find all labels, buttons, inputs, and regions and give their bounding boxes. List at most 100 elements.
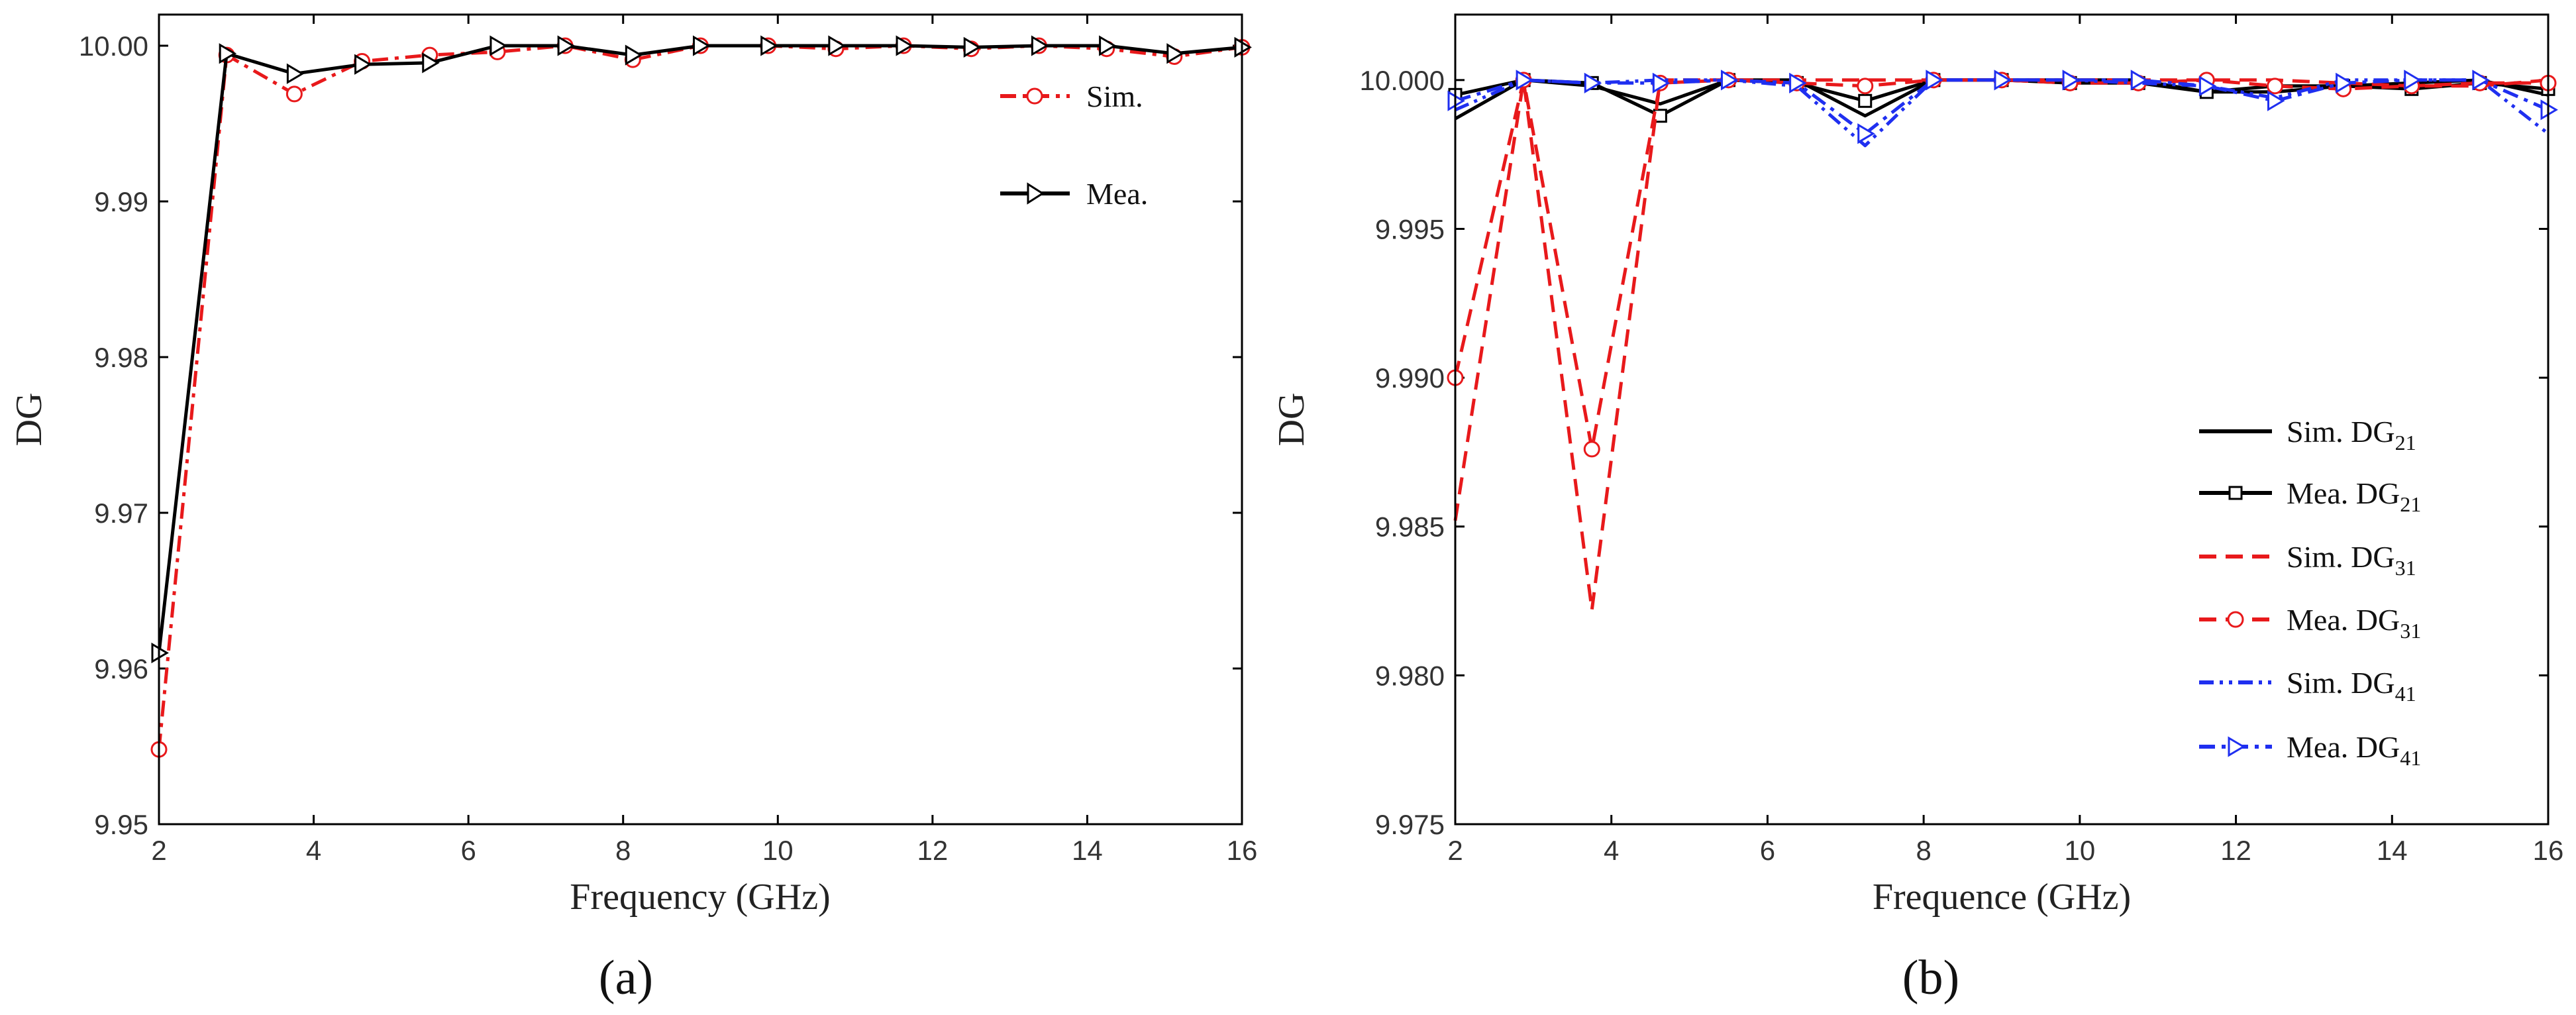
data-point xyxy=(760,35,778,56)
x-tick-label: 8 xyxy=(615,835,631,866)
x-tick-label: 10 xyxy=(2064,835,2095,866)
legend-entry: Sim. DG41 xyxy=(2199,666,2416,706)
y-tick-label: 9.980 xyxy=(1375,660,1445,691)
legend-label-sub: 41 xyxy=(2400,746,2421,770)
legend-label-mea: Mea. xyxy=(1086,177,1148,211)
data-point xyxy=(219,43,237,64)
data-point xyxy=(625,44,643,66)
data-point xyxy=(2472,70,2490,91)
x-tick-label: 8 xyxy=(1916,835,1931,866)
panel-b: 2 4 6 8 10 12 14 16 9.975 9.980 9.985 9.990 9.995 10.… xyxy=(1271,13,2564,1005)
data-point xyxy=(489,35,507,56)
data-point xyxy=(1789,72,1807,93)
data-point xyxy=(557,35,576,56)
legend-entry: Sim. DG31 xyxy=(2199,540,2416,580)
series-line xyxy=(1455,78,2550,136)
legend-label: Mea. DG41 xyxy=(2287,730,2421,770)
data-point xyxy=(2267,78,2283,95)
data-point xyxy=(1583,441,1600,458)
legend-a: Sim. Mea. xyxy=(1000,80,1148,211)
x-tick-label: 6 xyxy=(1760,835,1775,866)
legend-label-sub: 31 xyxy=(2400,619,2421,643)
legend-label-sub: 21 xyxy=(2400,492,2421,516)
x-tick-label: 16 xyxy=(2533,835,2564,866)
x-tick-label: 12 xyxy=(2220,835,2251,866)
legend-entry-sim: Sim. xyxy=(1000,80,1143,113)
axes-frame-a xyxy=(158,13,1243,826)
data-point xyxy=(2336,72,2353,93)
legend-entry: Mea. DG31 xyxy=(2199,603,2421,643)
data-point xyxy=(828,35,846,56)
data-point xyxy=(693,35,711,56)
x-tick-label: 16 xyxy=(1227,835,1258,866)
series-a-1 xyxy=(151,35,1252,664)
legend-label-sub: 41 xyxy=(2395,682,2416,706)
data-point xyxy=(2404,70,2422,91)
legend-label: Mea. DG21 xyxy=(2287,476,2421,516)
series-line xyxy=(1454,78,2550,148)
y-tick-label: 10.000 xyxy=(1360,65,1445,96)
data-point xyxy=(1584,72,1602,93)
y-tick-label: 9.995 xyxy=(1375,213,1445,244)
data-point xyxy=(286,63,305,84)
series-line xyxy=(157,44,1243,653)
series-b-4 xyxy=(1454,78,2550,148)
y-tick-label: 9.96 xyxy=(94,653,148,684)
legend-marker xyxy=(2227,611,2244,628)
x-tick-label: 14 xyxy=(2377,835,2408,866)
data-point xyxy=(354,54,372,75)
data-point xyxy=(1857,123,1875,144)
data-point xyxy=(1994,70,2012,91)
data-point xyxy=(2130,70,2149,91)
data-point xyxy=(2267,90,2285,111)
legend-label-main: Mea. DG xyxy=(2287,730,2400,764)
legend-label-main: Sim. DG xyxy=(2287,415,2395,449)
series-line xyxy=(157,44,1243,750)
y-tick-label: 9.985 xyxy=(1375,511,1445,543)
x-tick-label: 12 xyxy=(917,835,948,866)
data-point xyxy=(1926,70,1943,91)
data-point xyxy=(285,85,303,103)
x-tick-label: 6 xyxy=(460,835,476,866)
data-point xyxy=(1166,43,1184,64)
y-axis-label-a: DG xyxy=(9,393,50,447)
x-axis-label-b: Frequence (GHz) xyxy=(1873,877,2131,918)
legend-marker xyxy=(2228,486,2243,500)
series-b-2 xyxy=(1453,78,2549,612)
legend-label-main: Mea. DG xyxy=(2287,603,2400,637)
axes-frame-b xyxy=(1454,13,2550,826)
x-tick-label: 2 xyxy=(1447,835,1463,866)
data-point xyxy=(896,35,914,56)
y-tick-label: 9.98 xyxy=(94,342,148,373)
y-tick-label: 9.97 xyxy=(94,498,148,529)
panel-label-a: (a) xyxy=(599,951,653,1005)
data-point xyxy=(2198,76,2217,97)
plot-area-a: 2 4 6 8 10 12 14 16 9.95 9.96 9.97 9.98 9.99 10.00 xyxy=(79,15,1257,866)
legend-label-sim: Sim. xyxy=(1086,80,1143,113)
data-point xyxy=(1516,70,1534,91)
x-tick-label: 10 xyxy=(762,835,794,866)
x-tick-label: 4 xyxy=(1604,835,1619,866)
legend-entry: Mea. DG21 xyxy=(2199,476,2421,516)
legend-label: Mea. DG31 xyxy=(2287,603,2421,643)
x-tick-label: 2 xyxy=(151,835,166,866)
data-point xyxy=(963,36,982,58)
legend-label: Sim. DG31 xyxy=(2287,540,2416,580)
data-point xyxy=(1031,35,1049,56)
legend-entry-mea: Mea. xyxy=(1000,177,1148,211)
y-tick-label: 9.95 xyxy=(94,809,148,840)
legend-label-main: Mea. DG xyxy=(2287,476,2400,510)
legend-label: Sim. DG41 xyxy=(2287,666,2416,706)
y-tick-label: 9.975 xyxy=(1375,809,1445,840)
data-point xyxy=(1652,72,1671,93)
data-point xyxy=(1857,78,1874,95)
y-tick-label: 9.99 xyxy=(94,186,148,217)
y-axis-label-b: DG xyxy=(1271,393,1312,447)
legend-entry: Sim. DG21 xyxy=(2199,415,2416,454)
y-tick-label: 9.990 xyxy=(1375,362,1445,394)
data-point xyxy=(1721,70,1739,91)
panel-a: 2 4 6 8 10 12 14 16 9.95 9.96 9.97 9.98 9.99 10.00 Fr… xyxy=(9,13,1257,1005)
legend-label-main: Sim. DG xyxy=(2287,666,2395,700)
